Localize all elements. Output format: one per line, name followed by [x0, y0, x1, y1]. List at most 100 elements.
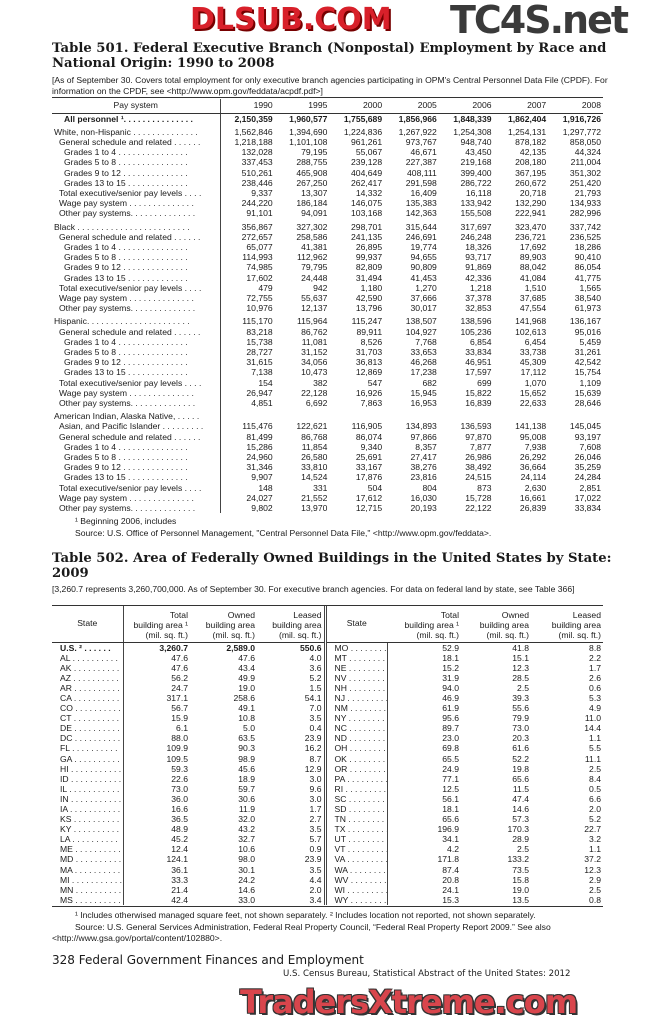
- cell-value: 1,862,404: [507, 113, 547, 124]
- table-row: Grades 1 to 4 . . . . . . . . . . . . . …: [52, 336, 603, 347]
- column-header-line: (mil. sq. ft.): [145, 629, 189, 640]
- cell-value: 239,128: [351, 157, 383, 168]
- cell-value: 1.7: [589, 662, 601, 673]
- cell-value: 1,267,922: [398, 126, 437, 137]
- cell-value: 56.2: [171, 672, 188, 683]
- cell-value: 17,692: [519, 241, 547, 252]
- state-name: U.S. ² . . . . . .: [52, 642, 124, 653]
- cell-value: 1,562,846: [234, 126, 273, 137]
- cell-value: 9,802: [251, 503, 273, 514]
- cell-value: 961,261: [351, 136, 383, 147]
- state-name: SC . . . . . . . . .: [325, 793, 388, 804]
- cell-value: 7,877: [470, 441, 492, 452]
- cell-value: 73.5: [512, 864, 529, 875]
- cell-value: 33,834: [574, 503, 601, 514]
- cell-value: 43.2: [238, 824, 255, 835]
- cell-value: 134,933: [569, 198, 601, 209]
- cell-value: 317,697: [460, 221, 492, 232]
- cell-value: [329, 408, 384, 421]
- cell-value: 41,381: [301, 241, 328, 252]
- column-header-owned: Owned building area (mil. sq. ft.): [461, 606, 531, 643]
- state-name: TN . . . . . . . . .: [325, 814, 388, 825]
- cell-value: 65.5: [442, 753, 459, 764]
- table-row: AZ . . . . . . . . . . 56.2 49.9 5.2 NV . . …: [52, 672, 603, 683]
- cell-value: 49.9: [238, 672, 255, 683]
- cell-value: 1.5: [257, 682, 327, 693]
- table-row: Grades 13 to 15 . . . . . . . . . . . . …: [52, 367, 603, 378]
- table-row: MN . . . . . . . . . . 21.4 14.6 2.0 WI . . …: [52, 884, 603, 895]
- cell-value: 504: [367, 482, 383, 493]
- cell-value: 7,768: [415, 336, 437, 347]
- state-name: AL . . . . . . . . . .: [52, 652, 124, 663]
- row-label: Total executive/senior pay levels . . . …: [52, 282, 221, 293]
- cell-value: 16.2: [257, 743, 327, 754]
- cell-value: 408,111: [407, 167, 437, 178]
- cell-value: 63.5: [238, 733, 255, 744]
- cell-value: 86,054: [574, 262, 601, 273]
- cell-value: 282,996: [569, 208, 601, 219]
- cell-value: 0.4: [257, 723, 327, 734]
- cell-value: 103,168: [351, 208, 383, 219]
- cell-value: 16,118: [465, 187, 492, 198]
- row-label: Grades 1 to 4 . . . . . . . . . . . . . …: [52, 241, 221, 253]
- cell-value: 94.0: [442, 682, 459, 693]
- cell-value: 89.7: [442, 723, 459, 734]
- cell-value: 5.7: [257, 834, 327, 845]
- cell-value: 55,637: [301, 292, 328, 303]
- row-label: Grades 1 to 4 . . . . . . . . . . . . . …: [52, 336, 221, 347]
- cell-value: 351,302: [569, 167, 601, 178]
- cell-value: 46.9: [442, 692, 459, 703]
- cell-value: 11,854: [301, 441, 328, 452]
- state-name: IL . . . . . . . . . . .: [52, 783, 124, 794]
- column-header-leased: Leased building area (mil. sq. ft.): [257, 606, 327, 643]
- column-header-owned: Owned building area (mil. sq. ft.): [190, 606, 257, 643]
- cell-value: 3.5: [257, 713, 327, 724]
- cell-value: 14.6: [238, 884, 255, 895]
- column-header-2007: 2007: [493, 99, 549, 114]
- table-row: DE . . . . . . . . . . 6.1 5.0 0.4 NC . . . …: [52, 723, 603, 734]
- table-row: Other pay systems. . . . . . . . . . . .…: [52, 303, 603, 314]
- cell-value: 155,508: [460, 208, 492, 219]
- row-label: Black . . . . . . . . . . . . . . . . . …: [52, 218, 221, 232]
- row-label: Grades 9 to 12 . . . . . . . . . . . . .…: [52, 262, 221, 273]
- cell-value: 550.6: [257, 642, 327, 653]
- cell-value: 7.0: [257, 703, 327, 714]
- cell-value: 699: [477, 377, 492, 388]
- cell-value: 90,410: [574, 252, 601, 263]
- cell-value: 5.5: [589, 743, 601, 754]
- table-row: AR . . . . . . . . . . 24.7 19.0 1.5 NH . . …: [52, 682, 603, 693]
- row-label: General schedule and related . . . . . .: [52, 431, 221, 442]
- cell-value: 23.9: [257, 854, 327, 865]
- table-row: IN . . . . . . . . . . . 36.0 30.6 3.0 SC . …: [52, 793, 603, 804]
- cell-value: 22,122: [465, 503, 492, 514]
- cell-value: 15.9: [171, 713, 188, 724]
- cell-value: 3.5: [257, 864, 327, 875]
- column-header-line: Owned: [227, 609, 255, 620]
- table-row: Grades 13 to 15 . . . . . . . . . . . . …: [52, 272, 603, 283]
- state-name: ID . . . . . . . . . . .: [52, 773, 124, 784]
- cell-value: 0.6: [589, 682, 601, 693]
- cell-value: 17,602: [246, 272, 273, 283]
- cell-value: 98.0: [238, 854, 255, 865]
- table-row: ME . . . . . . . . . . 12.4 10.6 0.9 VT . . …: [52, 844, 603, 855]
- cell-value: 3.0: [257, 773, 327, 784]
- table-row: Grades 9 to 12 . . . . . . . . . . . . .…: [52, 167, 603, 178]
- cell-value: 30.1: [238, 864, 255, 875]
- cell-value: 77.1: [442, 773, 459, 784]
- cell-value: 33,738: [519, 346, 547, 357]
- cell-value: 8.8: [589, 642, 601, 653]
- row-label: Grades 9 to 12 . . . . . . . . . . . . .…: [52, 462, 221, 473]
- state-name: MT . . . . . . . . .: [325, 652, 388, 663]
- cell-value: 47.6: [171, 652, 188, 663]
- cell-value: 41.8: [512, 642, 529, 653]
- cell-value: 134,893: [405, 421, 437, 432]
- table-row: CT . . . . . . . . . . 15.9 10.8 3.5 NY . . …: [52, 713, 603, 724]
- cell-value: 2,851: [579, 482, 601, 493]
- cell-value: 26,046: [574, 452, 601, 462]
- cell-value: 132,028: [241, 147, 273, 158]
- cell-value: 1,270: [415, 282, 437, 293]
- table-row: Asian, and Pacific Islander . . . . . . …: [52, 421, 603, 432]
- cell-value: 57.3: [512, 814, 529, 825]
- cell-value: 141,138: [515, 421, 547, 432]
- cell-value: 5.2: [589, 814, 601, 825]
